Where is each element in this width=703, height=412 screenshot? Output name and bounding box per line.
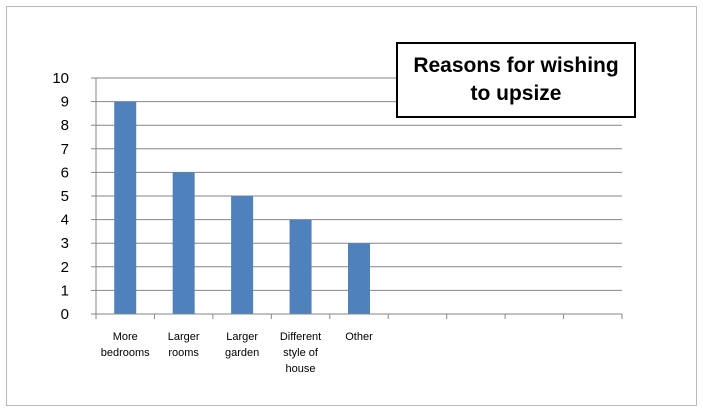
y-tick-label: 0 [61, 306, 69, 323]
bar [348, 243, 370, 314]
y-tick-label: 10 [52, 70, 69, 87]
x-tick-label: Larger rooms [167, 331, 200, 359]
bars [114, 101, 370, 314]
x-tick-label: Other [345, 331, 373, 343]
y-tick-label: 7 [61, 141, 69, 158]
axes [91, 77, 623, 319]
bar [231, 196, 254, 314]
x-tick-label: Different style of house [279, 331, 322, 375]
bar [114, 101, 137, 314]
y-tick-label: 3 [61, 235, 69, 252]
chart-title-box: Reasons for wishing to upsize [396, 42, 636, 118]
y-tick-label: 8 [61, 117, 69, 134]
bar [289, 219, 312, 314]
chart-title: Reasons for wishing to upsize [413, 54, 619, 105]
y-tick-label: 2 [61, 259, 69, 276]
y-tick-label: 4 [61, 212, 69, 229]
y-tick-label: 5 [61, 188, 69, 205]
y-tick-label: 9 [61, 94, 69, 111]
x-tick-label: Larger garden [224, 331, 260, 359]
bar [172, 172, 195, 314]
x-tick-label: More bedrooms [100, 331, 150, 359]
y-tick-labels: 0 1 2 3 4 5 6 7 8 9 10 [52, 70, 69, 323]
y-tick-label: 6 [61, 164, 69, 181]
y-tick-label: 1 [61, 282, 69, 299]
